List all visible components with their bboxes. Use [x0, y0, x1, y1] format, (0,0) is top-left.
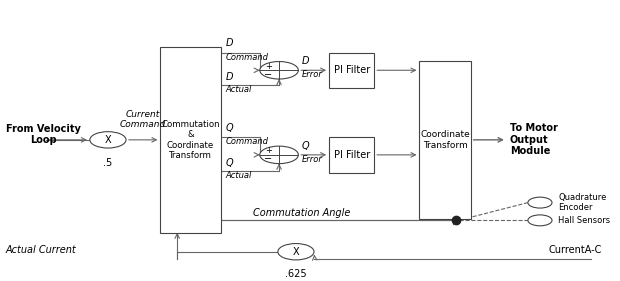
Text: Current
Command: Current Command — [120, 110, 166, 129]
Text: Q: Q — [226, 123, 233, 133]
Text: To Motor
Output
Module: To Motor Output Module — [510, 123, 558, 157]
Text: Q: Q — [302, 141, 309, 151]
Text: Commutation
&
Coordinate
Transform: Commutation & Coordinate Transform — [161, 120, 220, 160]
Text: .5: .5 — [104, 158, 113, 167]
Text: Actual: Actual — [226, 85, 252, 94]
Text: +: + — [265, 62, 272, 71]
Text: D: D — [226, 38, 233, 48]
Text: PI Filter: PI Filter — [334, 65, 370, 75]
Text: From Velocity
Loop: From Velocity Loop — [6, 124, 81, 145]
Text: X: X — [105, 135, 111, 145]
Text: Q: Q — [226, 158, 233, 168]
Text: Coordinate
Transform: Coordinate Transform — [420, 130, 470, 149]
Circle shape — [528, 197, 552, 208]
Text: Error: Error — [302, 155, 323, 164]
Bar — [329, 53, 374, 88]
Circle shape — [528, 215, 552, 226]
Text: X: X — [293, 247, 299, 257]
Text: CurrentA-C: CurrentA-C — [549, 245, 602, 255]
Text: PI Filter: PI Filter — [334, 150, 370, 160]
Text: Command: Command — [226, 137, 268, 146]
Text: Hall Sensors: Hall Sensors — [558, 216, 610, 225]
Text: Commutation Angle: Commutation Angle — [253, 208, 351, 217]
Text: −: − — [264, 154, 273, 164]
Bar — [420, 61, 471, 219]
Text: Command: Command — [226, 53, 268, 62]
Text: −: − — [264, 70, 273, 80]
Circle shape — [260, 62, 298, 79]
Text: +: + — [265, 146, 272, 155]
Text: D: D — [226, 72, 233, 82]
Circle shape — [260, 146, 298, 164]
Circle shape — [90, 132, 126, 148]
Text: D: D — [302, 56, 309, 66]
Circle shape — [278, 244, 314, 260]
Text: .625: .625 — [285, 269, 307, 280]
Text: Error: Error — [302, 70, 323, 79]
Text: Actual: Actual — [226, 171, 252, 180]
Text: Quadrature
Encoder: Quadrature Encoder — [558, 193, 606, 212]
Bar — [329, 137, 374, 173]
Bar — [161, 47, 221, 233]
Text: Actual Current: Actual Current — [6, 245, 76, 255]
